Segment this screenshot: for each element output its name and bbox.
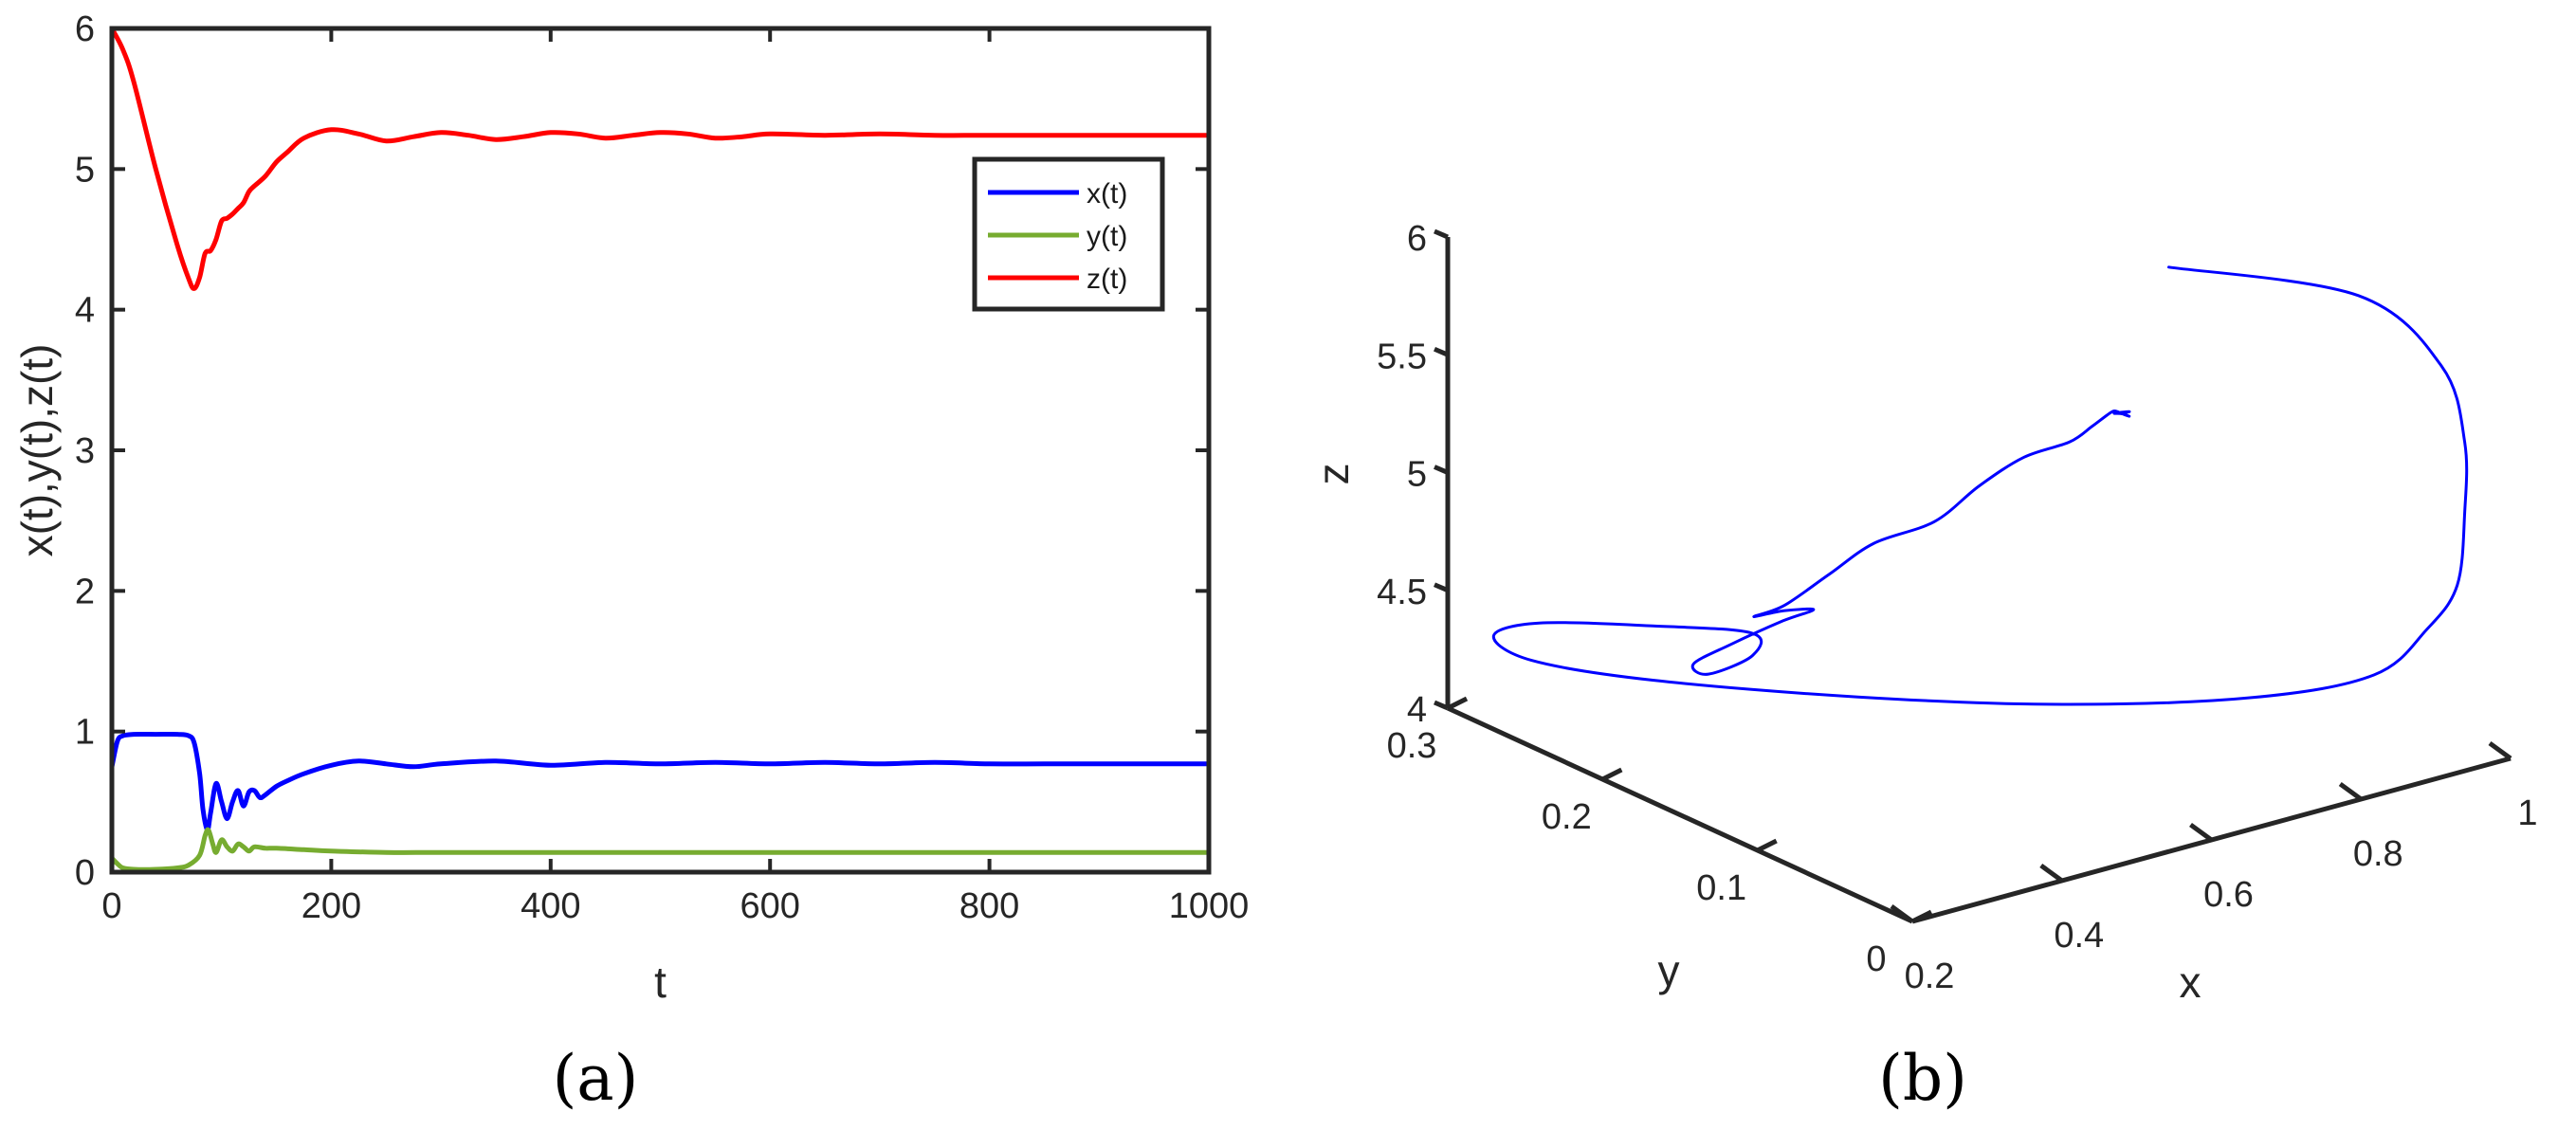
x-tick-label: 0.2 (1905, 957, 1955, 996)
phase-space-panel: 0.2 0.4 0.6 0.8 1 0 0.1 0.2 0.34 4.5 5 5.5 6 x y z (b) (1308, 219, 2538, 1115)
y-tick-label: 0 (75, 853, 95, 893)
y-tick-mark (1601, 767, 1623, 782)
x-axis-title: x (2180, 957, 2201, 1007)
x-tick-label: 0.4 (2054, 916, 2104, 956)
z-tick-label: 4 (1407, 690, 1427, 730)
x-tick-label: 800 (959, 886, 1019, 926)
y-axis-line (1446, 705, 1914, 924)
y-tick-label: 0.1 (1696, 868, 1746, 908)
trajectory-line (1491, 265, 2469, 706)
z-tick-mark (1434, 346, 1449, 357)
plot-frame (109, 26, 1212, 875)
x-tick-label: 0.8 (2353, 834, 2403, 874)
y-tick-label: 2 (75, 572, 95, 611)
series-line-3 (109, 26, 1212, 291)
z-tick-label: 6 (1407, 219, 1427, 259)
y-tick-label: 6 (75, 9, 95, 49)
x-tick-mark (2338, 781, 2363, 802)
x-tick-label: 0 (101, 886, 121, 926)
x-tick-label: 0.6 (2203, 875, 2254, 915)
z-tick-mark (1434, 465, 1449, 475)
y-tick-label: 3 (75, 431, 95, 471)
z-axis-title: z (1308, 464, 1358, 485)
time-series-panel: 0 200 400 600 800 1000 0 1 2 3 4 5 6 t x(t),y(t),z(t… (12, 9, 1249, 1115)
x-tick-label: 600 (740, 886, 799, 926)
time-series-lines (109, 26, 1212, 872)
legend-label: z(t) (1087, 264, 1127, 295)
x-tick-label: 400 (521, 886, 580, 926)
legend-label: y(t) (1087, 221, 1127, 252)
x-tick-mark (2189, 822, 2213, 843)
x-tick-label: 1000 (1169, 886, 1250, 926)
y-tick-mark (1756, 838, 1778, 853)
y-tick-label: 1 (75, 713, 95, 753)
x-tick-mark (2488, 740, 2512, 761)
y-axis-title: y (1658, 946, 1680, 995)
z-tick-mark (1434, 228, 1449, 240)
y-tick-label: 4 (75, 291, 95, 331)
x-tick-mark (2039, 863, 2064, 884)
3d-axes: 0.2 0.4 0.6 0.8 1 0 0.1 0.2 0.34 4.5 5 5.5 6 x y z (1308, 219, 2538, 1007)
panel-label-b: (b) (1878, 1042, 1967, 1115)
y-tick-label: 0.3 (1387, 726, 1437, 766)
x-tick-label: 1 (2517, 793, 2537, 833)
x-tick-mark (1890, 903, 1914, 924)
series-line-1 (109, 732, 1212, 833)
x-tick-label: 200 (301, 886, 361, 926)
y-tick-label: 5 (75, 150, 95, 190)
z-tick-label: 5.5 (1377, 337, 1427, 376)
trajectory-lines (1491, 265, 2469, 706)
y-tick-label: 0 (1866, 939, 1886, 979)
legend-label: x(t) (1087, 178, 1127, 210)
y-tick-label: 0.2 (1542, 797, 1592, 837)
z-tick-mark (1434, 700, 1449, 711)
y-axis-title: x(t),y(t),z(t) (12, 344, 62, 557)
y-tick-mark (1910, 909, 1933, 924)
panel-label-a: (a) (553, 1042, 639, 1115)
series-line-2 (109, 827, 1212, 872)
legend: x(t) y(t) z(t) (972, 156, 1165, 312)
z-tick-mark (1434, 582, 1449, 593)
z-tick-label: 4.5 (1377, 573, 1427, 612)
y-tick-mark (1446, 696, 1469, 711)
z-tick-label: 5 (1407, 455, 1427, 495)
x-axis-title: t (654, 957, 667, 1007)
axis-ticks: 0 200 400 600 800 1000 0 1 2 3 4 5 6 (75, 9, 1249, 926)
